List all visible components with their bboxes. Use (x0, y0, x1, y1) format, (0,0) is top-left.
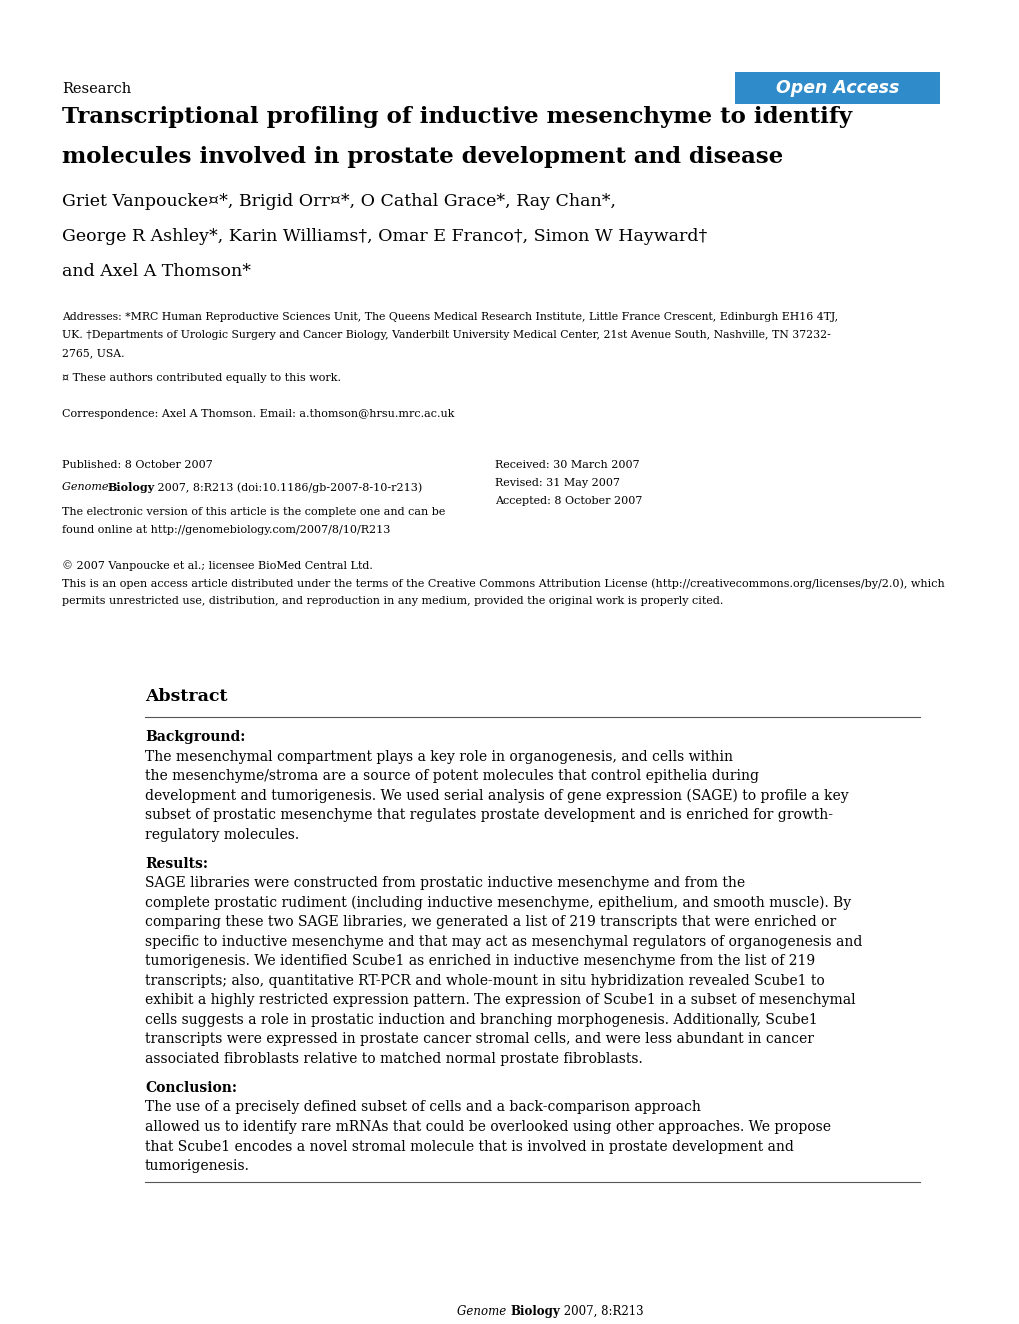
Text: tumorigenesis.: tumorigenesis. (145, 1158, 250, 1173)
Text: Genome: Genome (62, 482, 112, 493)
Text: 2007, 8:R213 (doi:10.1186/gb-2007-8-10-r213): 2007, 8:R213 (doi:10.1186/gb-2007-8-10-r… (154, 482, 422, 493)
Text: Transcriptional profiling of inductive mesenchyme to identify: Transcriptional profiling of inductive m… (62, 106, 851, 128)
Text: regulatory molecules.: regulatory molecules. (145, 828, 299, 842)
Text: exhibit a highly restricted expression pattern. The expression of Scube1 in a su: exhibit a highly restricted expression p… (145, 993, 855, 1008)
Text: ¤ These authors contributed equally to this work.: ¤ These authors contributed equally to t… (62, 373, 340, 383)
Text: The mesenchymal compartment plays a key role in organogenesis, and cells within: The mesenchymal compartment plays a key … (145, 749, 733, 764)
Text: complete prostatic rudiment (including inductive mesenchyme, epithelium, and smo: complete prostatic rudiment (including i… (145, 896, 850, 910)
Text: The use of a precisely defined subset of cells and a back-comparison approach: The use of a precisely defined subset of… (145, 1100, 700, 1115)
Text: Conclusion:: Conclusion: (145, 1080, 236, 1095)
Text: found online at http://genomebiology.com/2007/8/10/R213: found online at http://genomebiology.com… (62, 526, 390, 535)
Text: permits unrestricted use, distribution, and reproduction in any medium, provided: permits unrestricted use, distribution, … (62, 596, 722, 606)
Text: Accepted: 8 October 2007: Accepted: 8 October 2007 (494, 496, 642, 506)
Text: comparing these two SAGE libraries, we generated a list of 219 transcripts that : comparing these two SAGE libraries, we g… (145, 915, 836, 929)
Text: specific to inductive mesenchyme and that may act as mesenchymal regulators of o: specific to inductive mesenchyme and tha… (145, 935, 861, 949)
Text: Published: 8 October 2007: Published: 8 October 2007 (62, 459, 213, 470)
Text: subset of prostatic mesenchyme that regulates prostate development and is enrich: subset of prostatic mesenchyme that regu… (145, 808, 833, 822)
Text: that Scube1 encodes a novel stromal molecule that is involved in prostate develo: that Scube1 encodes a novel stromal mole… (145, 1140, 793, 1153)
Text: development and tumorigenesis. We used serial analysis of gene expression (SAGE): development and tumorigenesis. We used s… (145, 789, 848, 802)
Text: Addresses: *MRC Human Reproductive Sciences Unit, The Queens Medical Research In: Addresses: *MRC Human Reproductive Scien… (62, 312, 838, 322)
Text: SAGE libraries were constructed from prostatic inductive mesenchyme and from the: SAGE libraries were constructed from pro… (145, 876, 745, 890)
Text: © 2007 Vanpoucke et al.; licensee BioMed Central Ltd.: © 2007 Vanpoucke et al.; licensee BioMed… (62, 560, 373, 571)
Text: Open Access: Open Access (775, 79, 899, 97)
Text: This is an open access article distributed under the terms of the Creative Commo: This is an open access article distribut… (62, 579, 944, 589)
Text: The electronic version of this article is the complete one and can be: The electronic version of this article i… (62, 507, 445, 516)
Text: Results:: Results: (145, 857, 208, 871)
Text: Biology: Biology (108, 482, 155, 493)
Text: Received: 30 March 2007: Received: 30 March 2007 (494, 459, 639, 470)
Text: George R Ashley*, Karin Williams†, Omar E Franco†, Simon W Hayward†: George R Ashley*, Karin Williams†, Omar … (62, 228, 706, 245)
Text: 2007, 8:R213: 2007, 8:R213 (559, 1305, 643, 1317)
Text: UK. †Departments of Urologic Surgery and Cancer Biology, Vanderbilt University M: UK. †Departments of Urologic Surgery and… (62, 330, 829, 340)
Text: allowed us to identify rare mRNAs that could be overlooked using other approache: allowed us to identify rare mRNAs that c… (145, 1120, 830, 1133)
Text: Correspondence: Axel A Thomson. Email: a.thomson@hrsu.mrc.ac.uk: Correspondence: Axel A Thomson. Email: a… (62, 409, 454, 418)
Text: tumorigenesis. We identified Scube1 as enriched in inductive mesenchyme from the: tumorigenesis. We identified Scube1 as e… (145, 955, 814, 968)
Text: Background:: Background: (145, 730, 246, 744)
Text: Griet Vanpoucke¤*, Brigid Orr¤*, O Cathal Grace*, Ray Chan*,: Griet Vanpoucke¤*, Brigid Orr¤*, O Catha… (62, 193, 615, 211)
Text: associated fibroblasts relative to matched normal prostate fibroblasts.: associated fibroblasts relative to match… (145, 1051, 642, 1066)
Text: transcripts were expressed in prostate cancer stromal cells, and were less abund: transcripts were expressed in prostate c… (145, 1033, 813, 1046)
Text: Research: Research (62, 82, 131, 97)
Text: Revised: 31 May 2007: Revised: 31 May 2007 (494, 478, 620, 489)
Text: and Axel A Thomson*: and Axel A Thomson* (62, 263, 251, 279)
Text: the mesenchyme/stroma are a source of potent molecules that control epithelia du: the mesenchyme/stroma are a source of po… (145, 769, 758, 782)
Text: molecules involved in prostate development and disease: molecules involved in prostate developme… (62, 146, 783, 168)
FancyBboxPatch shape (735, 71, 940, 105)
Text: Abstract: Abstract (145, 688, 227, 704)
Text: Genome: Genome (457, 1305, 510, 1317)
Text: transcripts; also, quantitative RT-PCR and whole-mount in situ hybridization rev: transcripts; also, quantitative RT-PCR a… (145, 973, 824, 988)
Text: cells suggests a role in prostatic induction and branching morphogenesis. Additi: cells suggests a role in prostatic induc… (145, 1013, 817, 1026)
Text: 2765, USA.: 2765, USA. (62, 348, 124, 357)
Text: Biology: Biology (510, 1305, 559, 1317)
